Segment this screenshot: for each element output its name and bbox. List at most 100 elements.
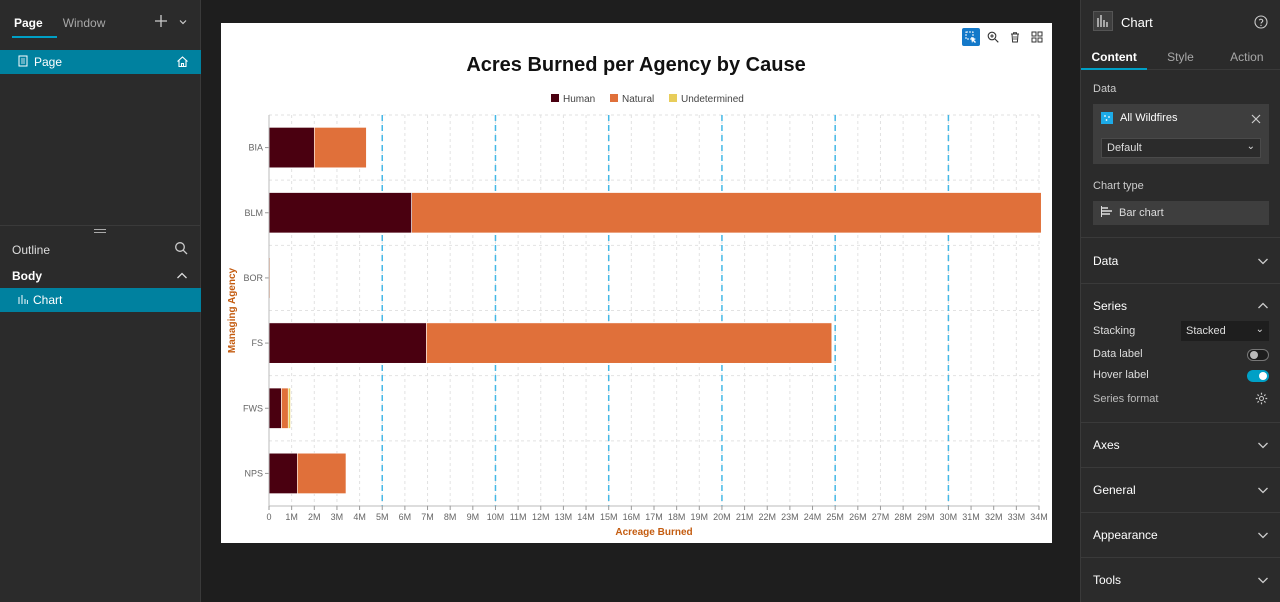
x-tick-label: 25M xyxy=(826,512,844,522)
gear-icon[interactable] xyxy=(1255,392,1268,408)
x-tick-label: 1M xyxy=(285,512,298,522)
chevron-up-icon[interactable] xyxy=(1257,300,1269,314)
data-source-name-row: All Wildfires xyxy=(1101,112,1177,124)
section-axes-title: Axes xyxy=(1093,438,1120,452)
select-features-icon[interactable] xyxy=(962,28,980,46)
x-tick-label: 7M xyxy=(421,512,434,522)
x-tick-label: 30M xyxy=(940,512,958,522)
left-tab-bar: Page Window xyxy=(0,0,200,46)
tab-action[interactable]: Action xyxy=(1230,50,1264,64)
section-axes[interactable]: Axes xyxy=(1081,422,1280,467)
x-tick-label: 31M xyxy=(962,512,980,522)
hover-label-toggle[interactable] xyxy=(1247,370,1269,382)
y-tick-label: BIA xyxy=(248,143,263,153)
home-icon[interactable] xyxy=(176,55,189,71)
section-series-title[interactable]: Series xyxy=(1093,299,1128,313)
y-tick-label: NPS xyxy=(244,468,263,478)
tab-window[interactable]: Window xyxy=(62,16,106,30)
data-label-toggle[interactable] xyxy=(1247,349,1269,361)
x-tick-label: 6M xyxy=(399,512,412,522)
x-tick-label: 2M xyxy=(308,512,321,522)
x-tick-label: 20M xyxy=(713,512,731,522)
x-tick-label: 16M xyxy=(623,512,641,522)
chart-widget[interactable]: Acres Burned per Agency by Cause Human Nat… xyxy=(221,23,1052,543)
stacking-select[interactable]: Stacked ⌄ xyxy=(1181,321,1269,341)
outline-item-label: Chart xyxy=(33,293,63,307)
page-icon xyxy=(18,55,28,70)
panel-divider xyxy=(0,225,201,226)
x-tick-label: 13M xyxy=(555,512,573,522)
x-tick-label: 8M xyxy=(444,512,457,522)
chevron-up-icon[interactable] xyxy=(176,270,188,284)
data-view-value: Default xyxy=(1107,142,1142,154)
x-tick-label: 26M xyxy=(849,512,867,522)
chevron-down-icon xyxy=(1257,439,1269,453)
toggle-knob xyxy=(1259,372,1267,380)
left-panel: Page Window Page Outline xyxy=(0,0,201,602)
left-tab-actions xyxy=(154,14,188,31)
page-item-label: Page xyxy=(34,55,63,69)
tab-page[interactable]: Page xyxy=(12,6,57,40)
bar-chart-icon xyxy=(18,293,29,307)
bar-segment xyxy=(313,127,367,169)
section-general-title: General xyxy=(1093,483,1136,497)
x-tick-label: 4M xyxy=(353,512,366,522)
tab-style[interactable]: Style xyxy=(1167,50,1194,64)
y-tick-label: BLM xyxy=(244,208,263,218)
bar-segment xyxy=(426,322,833,364)
section-tools-title: Tools xyxy=(1093,573,1122,587)
section-appearance[interactable]: Appearance xyxy=(1081,512,1280,557)
data-source-label: Data xyxy=(1093,83,1117,95)
search-icon[interactable] xyxy=(174,241,188,258)
close-icon[interactable] xyxy=(1251,113,1261,127)
bar-segment xyxy=(297,452,347,494)
y-tick-label: FS xyxy=(251,338,263,348)
chart-type-label: Chart type xyxy=(1093,180,1144,192)
x-tick-label: 15M xyxy=(600,512,618,522)
feature-layer-icon xyxy=(1101,112,1113,124)
bar-segment xyxy=(268,322,427,364)
y-tick-label: FWS xyxy=(243,403,263,413)
settings-tabs: Content Style Action xyxy=(1081,44,1280,70)
page-list-item[interactable]: Page xyxy=(0,50,201,74)
clear-selection-icon[interactable] xyxy=(1006,28,1024,46)
x-tick-label: 22M xyxy=(758,512,776,522)
data-source-card: All Wildfires Default ⌄ xyxy=(1093,104,1269,164)
section-tools[interactable]: Tools xyxy=(1081,557,1280,602)
data-view-select[interactable]: Default ⌄ xyxy=(1101,138,1261,158)
chart-type-selector[interactable]: Bar chart xyxy=(1093,201,1269,225)
bar-segment xyxy=(268,192,412,234)
x-tick-label: 23M xyxy=(781,512,799,522)
chevron-down-icon xyxy=(1257,529,1269,543)
add-icon[interactable] xyxy=(154,14,168,31)
zoom-in-icon[interactable] xyxy=(984,28,1002,46)
section-data[interactable]: Data xyxy=(1081,237,1280,283)
legend-label: Natural xyxy=(622,94,654,105)
x-tick-label: 12M xyxy=(532,512,550,522)
x-tick-label: 28M xyxy=(894,512,912,522)
resize-handle[interactable] xyxy=(94,229,106,233)
bar-segment xyxy=(287,387,291,429)
help-icon[interactable] xyxy=(1254,15,1268,32)
x-tick-label: 9M xyxy=(467,512,480,522)
tab-content[interactable]: Content xyxy=(1081,44,1148,70)
more-options-icon[interactable] xyxy=(1028,28,1046,46)
bar-segment xyxy=(411,192,1042,234)
x-tick-label: 14M xyxy=(577,512,595,522)
bar-segment xyxy=(268,387,282,429)
bar-segment xyxy=(269,257,271,299)
outline-item-chart[interactable]: Chart xyxy=(0,288,201,312)
x-tick-label: 11M xyxy=(510,512,527,522)
section-general[interactable]: General xyxy=(1081,467,1280,512)
series-format-label: Series format xyxy=(1093,393,1159,405)
chevron-down-icon[interactable] xyxy=(178,16,188,30)
data-source-name: All Wildfires xyxy=(1120,112,1178,124)
outline-body-heading[interactable]: Body xyxy=(12,269,42,283)
chart-type-value: Bar chart xyxy=(1119,207,1164,219)
section-appearance-title: Appearance xyxy=(1093,528,1158,542)
outline-heading: Outline xyxy=(12,243,51,257)
toggle-knob xyxy=(1250,351,1258,359)
chevron-down-icon: ⌄ xyxy=(1246,141,1255,152)
x-tick-label: 27M xyxy=(872,512,890,522)
chevron-down-icon xyxy=(1257,574,1269,588)
